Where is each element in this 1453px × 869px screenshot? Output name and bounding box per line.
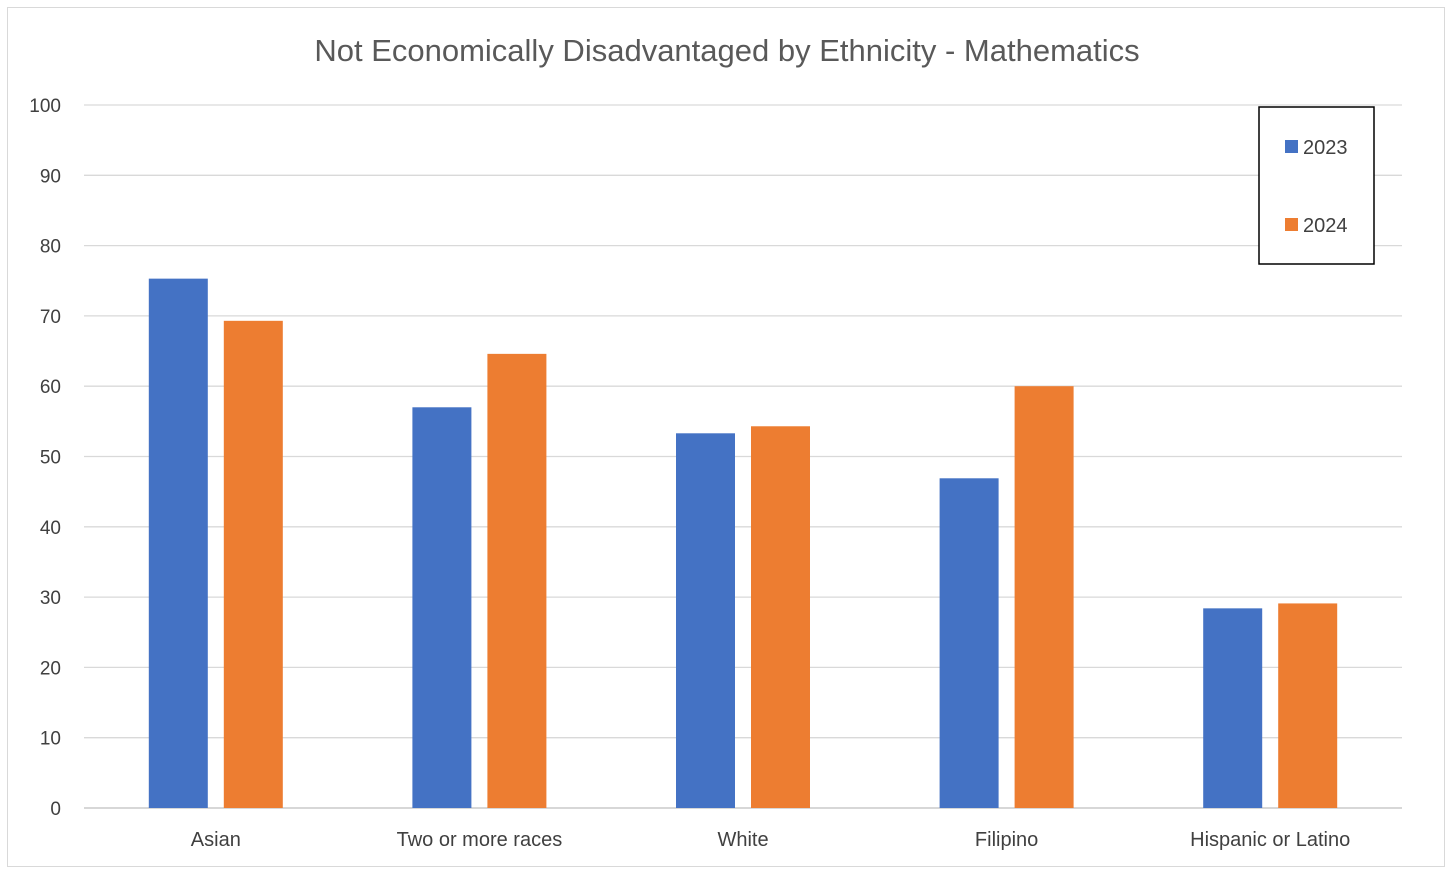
bar-2024-two-or-more-races xyxy=(487,353,547,808)
bar-2024-asian xyxy=(223,320,283,808)
bar-2024-hispanic-or-latino xyxy=(1278,603,1338,808)
y-tick-label: 10 xyxy=(40,729,61,750)
y-tick-label: 40 xyxy=(40,518,61,539)
y-tick-label: 70 xyxy=(40,307,61,328)
bar-2023-two-or-more-races xyxy=(412,407,472,808)
y-tick-label: 60 xyxy=(40,377,61,398)
bar-2024-filipino xyxy=(1014,386,1074,808)
y-tick-label: 30 xyxy=(40,588,61,609)
x-axis-categories: Asian Two or more races White Filipino Hispa… xyxy=(191,829,1350,851)
y-tick-label: 90 xyxy=(40,166,61,187)
bars xyxy=(148,278,1338,808)
y-axis-ticks: 0 10 20 30 40 50 60 70 80 90 100 xyxy=(29,96,61,820)
x-category-label: Two or more races xyxy=(397,829,563,851)
chart-title: Not Economically Disadvantaged by Ethnic… xyxy=(314,33,1139,68)
legend-label-2023: 2023 xyxy=(1303,137,1348,159)
gridlines xyxy=(84,104,1402,809)
x-category-label: Hispanic or Latino xyxy=(1190,829,1350,851)
y-tick-label: 100 xyxy=(29,96,61,117)
y-tick-label: 20 xyxy=(40,658,61,679)
bar-2023-filipino xyxy=(939,478,999,808)
legend: 2023 2024 xyxy=(1258,106,1375,265)
bar-2023-asian xyxy=(148,278,208,808)
legend-swatch-2024 xyxy=(1285,218,1298,231)
bar-2023-hispanic-or-latino xyxy=(1203,608,1263,808)
x-category-label: Asian xyxy=(191,829,241,851)
legend-swatch-2023 xyxy=(1285,140,1298,153)
y-tick-label: 0 xyxy=(50,799,61,820)
bar-2023-white xyxy=(676,433,735,808)
x-category-label: Filipino xyxy=(975,829,1038,851)
x-category-label: White xyxy=(717,829,768,851)
y-tick-label: 80 xyxy=(40,237,61,258)
legend-box xyxy=(1258,106,1375,265)
legend-label-2024: 2024 xyxy=(1303,215,1348,237)
y-tick-label: 50 xyxy=(40,448,61,469)
bar-2024-white xyxy=(751,426,810,808)
